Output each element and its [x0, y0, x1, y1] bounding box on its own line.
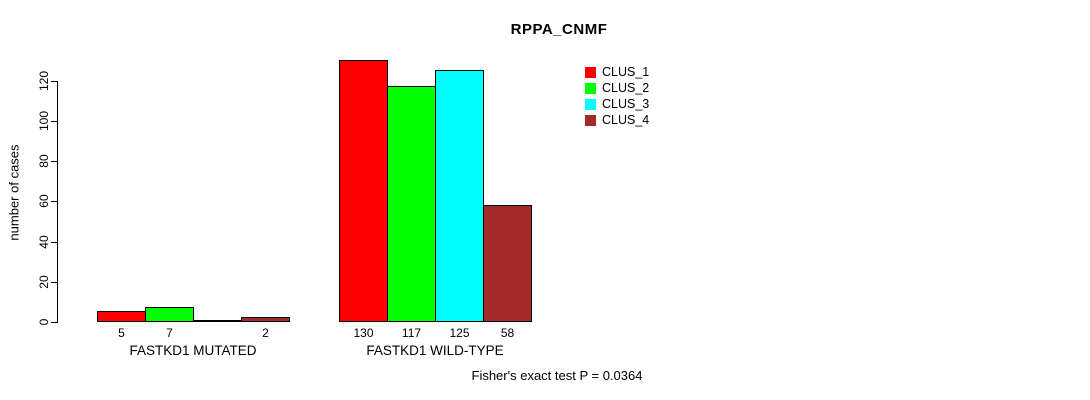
y-axis-tick	[51, 201, 58, 202]
legend-item-label: CLUS_2	[602, 81, 650, 95]
legend-item-label: CLUS_4	[602, 113, 650, 127]
legend-item-label: CLUS_1	[602, 65, 650, 79]
y-axis-tick	[51, 81, 58, 82]
y-axis-tick-label: 40	[37, 235, 51, 249]
bar	[145, 307, 194, 322]
bar	[97, 311, 146, 322]
y-axis-tick	[51, 322, 58, 323]
legend-color-swatch	[585, 66, 596, 78]
category-label: FASTKD1 MUTATED	[129, 343, 257, 358]
bar-zero-height	[193, 320, 242, 322]
bar-value-label: 125	[449, 326, 470, 340]
footnote-pvalue: Fisher's exact test P = 0.0364	[471, 368, 643, 383]
bar-value-label: 117	[401, 326, 422, 340]
category-label: FASTKD1 WILD-TYPE	[366, 343, 504, 358]
legend-color-swatch	[585, 82, 596, 94]
chart-title: RPPA_CNMF	[510, 21, 608, 38]
y-axis-tick-label: 20	[37, 275, 51, 289]
legend: CLUS_1 CLUS_2 CLUS_3 CLUS_4	[585, 64, 649, 128]
bar	[339, 60, 388, 322]
y-axis-tick-label: 120	[37, 70, 51, 92]
y-axis-tick-label: 100	[37, 110, 51, 132]
bar-value-label: 130	[353, 326, 374, 340]
bar	[435, 70, 484, 322]
bar-value-label: 5	[118, 326, 125, 340]
legend-color-swatch	[585, 98, 596, 110]
legend-item: CLUS_1	[585, 64, 649, 80]
y-axis-tick-label: 60	[37, 194, 51, 208]
y-axis-tick	[51, 161, 58, 162]
legend-item: CLUS_2	[585, 80, 649, 96]
bar	[387, 86, 436, 322]
legend-item: CLUS_3	[585, 96, 649, 112]
bar	[241, 317, 290, 322]
y-axis-tick	[51, 282, 58, 283]
bar-value-label: 58	[500, 326, 515, 340]
y-axis-tick-label: 0	[37, 318, 51, 326]
legend-item-label: CLUS_3	[602, 97, 650, 111]
y-axis-label: number of cases	[6, 144, 22, 241]
bar	[483, 205, 532, 322]
legend-color-swatch	[585, 114, 596, 126]
bar-value-label: 7	[166, 326, 173, 340]
y-axis-tick-label: 80	[37, 154, 51, 168]
y-axis-tick	[51, 242, 58, 243]
y-axis-line	[57, 81, 58, 323]
y-axis-tick	[51, 121, 58, 122]
legend-item: CLUS_4	[585, 112, 649, 128]
bar-value-label: 2	[262, 326, 269, 340]
